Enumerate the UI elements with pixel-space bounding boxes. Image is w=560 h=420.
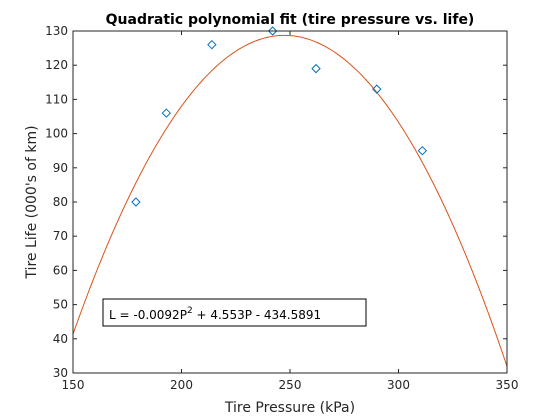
equation-text: L = -0.0092P2 + 4.553P - 434.5891 <box>109 306 321 322</box>
y-tick-label: 80 <box>53 195 68 209</box>
x-tick-label: 300 <box>387 378 410 392</box>
chart-title: Quadratic polynomial fit (tire pressure … <box>106 12 475 28</box>
y-tick-label: 100 <box>45 127 68 141</box>
x-tick-label: 350 <box>496 378 519 392</box>
data-point-marker <box>311 63 321 74</box>
data-point-marker <box>207 39 217 50</box>
equation-annotation: L = -0.0092P2 + 4.553P - 434.5891 <box>102 298 367 327</box>
y-tick-label: 60 <box>53 263 68 277</box>
y-axis-ticks: 30 40 50 60 70 80 90 100 110 120 130 <box>45 24 507 380</box>
fit-curve <box>73 34 507 367</box>
y-tick-label: 70 <box>53 229 68 243</box>
data-point-marker <box>131 197 141 207</box>
y-tick-label: 120 <box>45 58 68 72</box>
y-tick-label: 90 <box>53 161 68 175</box>
x-tick-label: 250 <box>279 378 302 392</box>
y-tick-label: 30 <box>53 366 68 380</box>
axes-box <box>72 30 508 374</box>
x-tick-label: 200 <box>170 378 193 392</box>
equation-suffix: + 4.553P - 434.5891 <box>193 308 322 322</box>
y-axis-label: Tire Life (000's of km) <box>24 125 40 279</box>
x-tick-label: 150 <box>62 378 85 392</box>
x-axis-ticks: 150 200 250 300 350 <box>62 31 519 392</box>
equation-exponent: 2 <box>187 306 193 316</box>
equation-prefix: L = -0.0092P <box>109 308 187 322</box>
data-point-marker <box>417 145 428 156</box>
y-tick-label: 50 <box>53 298 68 312</box>
plot-area <box>73 26 507 367</box>
y-tick-label: 40 <box>53 332 68 346</box>
y-tick-label: 130 <box>45 24 68 38</box>
equation-box-frame <box>102 298 367 327</box>
data-point-marker <box>161 108 172 118</box>
x-axis-label: Tire Pressure (kPa) <box>224 400 355 416</box>
data-point-marker <box>267 26 278 36</box>
data-point-marker <box>372 84 382 94</box>
y-tick-label: 110 <box>45 92 68 106</box>
